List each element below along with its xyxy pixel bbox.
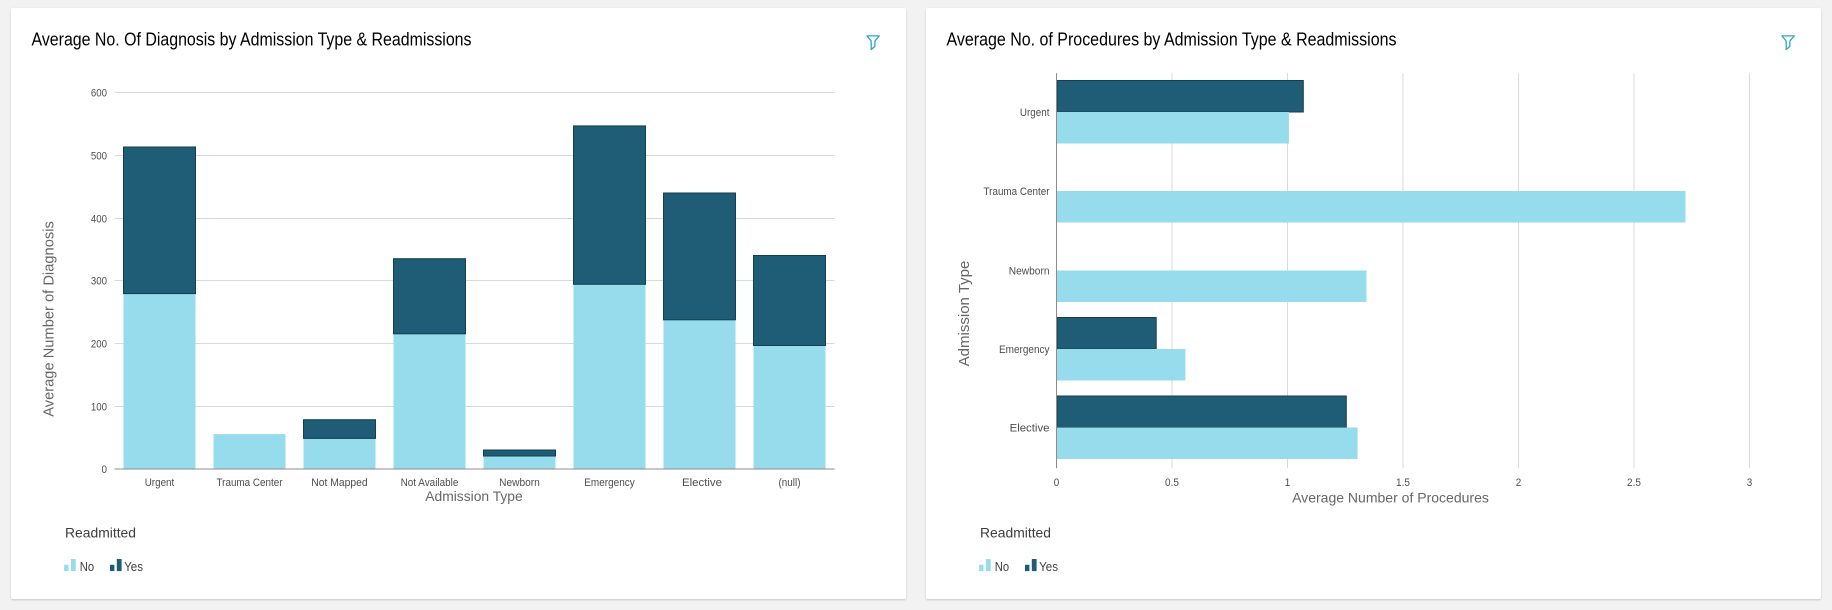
svg-text:Average No. of Procedures by A: Average No. of Procedures by Admission T… — [947, 29, 1397, 49]
svg-text:Admission Type: Admission Type — [425, 488, 523, 504]
svg-text:100: 100 — [91, 402, 107, 414]
svg-text:No: No — [995, 560, 1009, 574]
svg-text:Emergency: Emergency — [584, 477, 635, 489]
svg-text:1: 1 — [1285, 477, 1291, 489]
svg-text:200: 200 — [91, 339, 107, 351]
svg-text:Readmitted: Readmitted — [65, 525, 136, 541]
svg-text:Newborn: Newborn — [499, 477, 540, 489]
svg-text:0: 0 — [102, 464, 108, 476]
svg-text:Trauma Center: Trauma Center — [217, 477, 283, 489]
svg-text:Not Mapped: Not Mapped — [311, 477, 367, 489]
svg-text:1.5: 1.5 — [1396, 477, 1410, 489]
svg-text:400: 400 — [91, 214, 107, 226]
svg-text:Urgent: Urgent — [145, 477, 175, 489]
svg-text:Average No. Of Diagnosis by Ad: Average No. Of Diagnosis by Admission Ty… — [32, 29, 472, 49]
svg-text:0: 0 — [1054, 477, 1060, 489]
svg-text:Readmitted: Readmitted — [980, 525, 1051, 541]
svg-text:Average Number of Diagnosis: Average Number of Diagnosis — [41, 221, 58, 417]
svg-text:3: 3 — [1747, 477, 1753, 489]
svg-text:Not Available: Not Available — [401, 477, 459, 489]
svg-text:Urgent: Urgent — [1020, 107, 1050, 119]
svg-text:(null): (null) — [779, 477, 801, 489]
svg-text:Yes: Yes — [124, 560, 143, 574]
svg-text:Emergency: Emergency — [999, 344, 1050, 356]
svg-text:Admission Type: Admission Type — [956, 261, 973, 367]
svg-text:Trauma Center: Trauma Center — [984, 186, 1050, 198]
svg-text:No: No — [80, 560, 94, 574]
svg-text:2: 2 — [1516, 477, 1522, 489]
svg-text:Elective: Elective — [1010, 423, 1050, 435]
svg-text:Newborn: Newborn — [1009, 266, 1050, 278]
svg-text:Average Number of Procedures: Average Number of Procedures — [1292, 489, 1489, 505]
svg-text:300: 300 — [91, 276, 107, 288]
svg-text:500: 500 — [91, 151, 107, 163]
svg-text:Elective: Elective — [682, 477, 722, 489]
svg-text:2.5: 2.5 — [1627, 477, 1641, 489]
svg-text:0.5: 0.5 — [1165, 477, 1179, 489]
svg-text:600: 600 — [91, 88, 107, 100]
svg-text:Yes: Yes — [1039, 560, 1058, 574]
